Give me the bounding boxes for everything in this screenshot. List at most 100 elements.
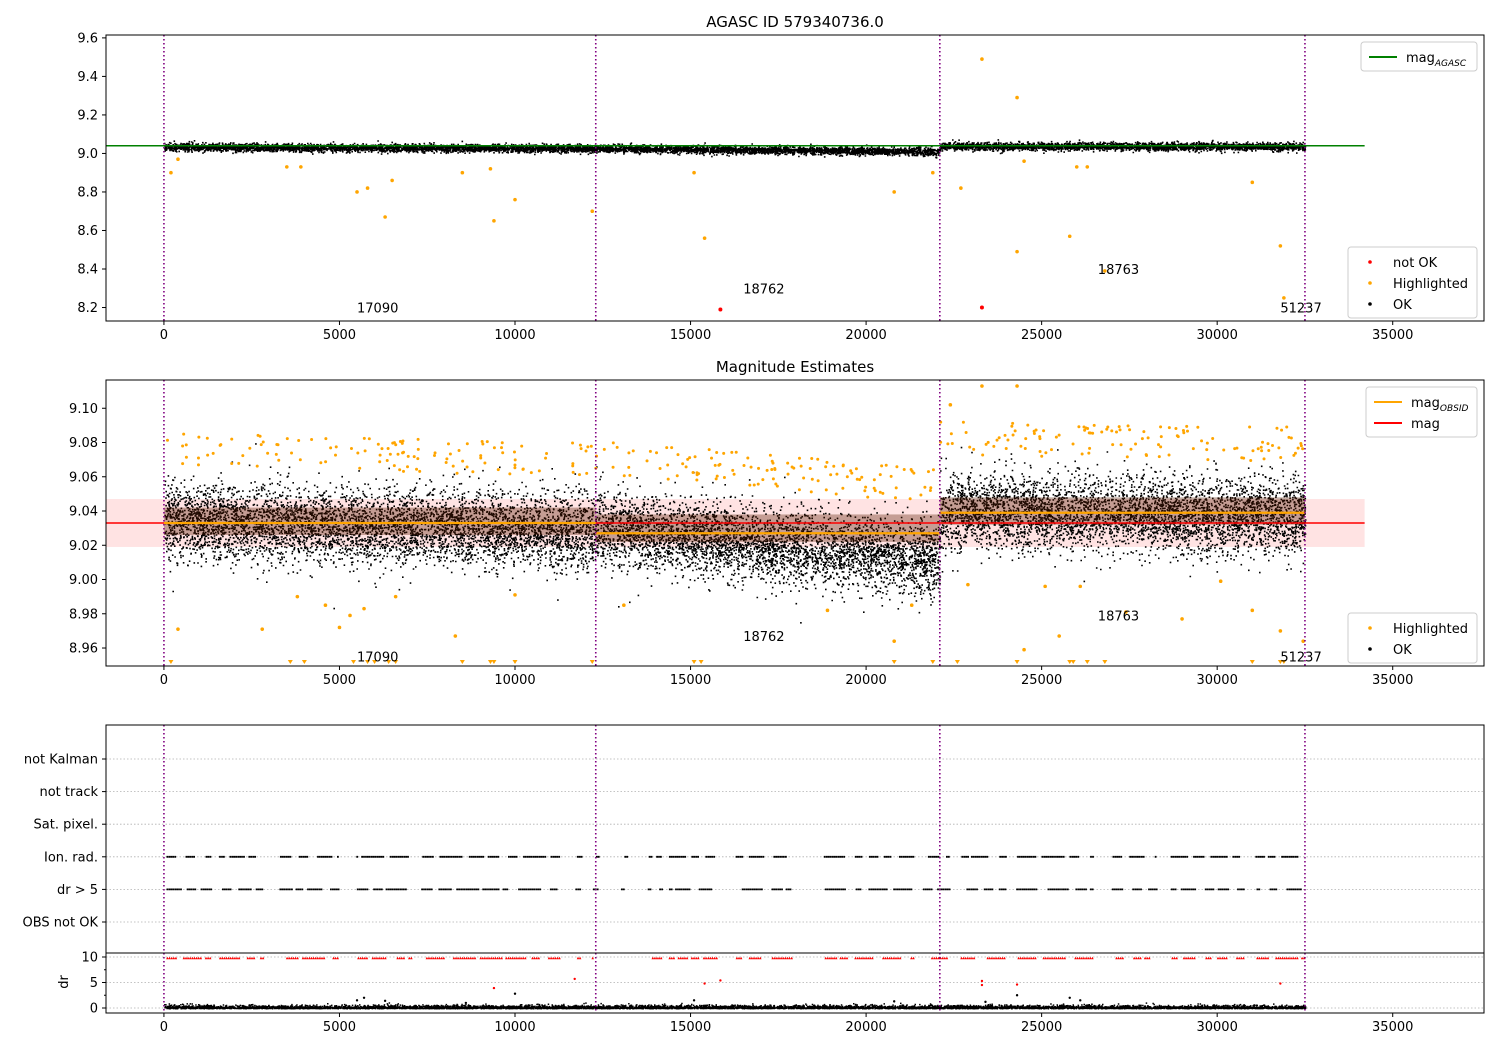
mid-highlighted-point — [816, 457, 820, 461]
mid-highlighted-point — [666, 463, 670, 467]
mid-highlighted-point — [645, 459, 649, 463]
mid-highlighted-point — [1019, 444, 1023, 448]
mid-highlighted-point — [860, 475, 864, 479]
mid-highlighted-point — [492, 446, 496, 450]
mid-highlighted-point — [923, 485, 927, 489]
mid-offscale-marker — [287, 660, 293, 664]
mid-highlighted-point — [775, 484, 779, 488]
top-highlighted-point — [1015, 95, 1019, 100]
mid-highlighted-point — [627, 451, 631, 455]
mid-highlighted-point — [241, 454, 245, 458]
mid-xtick-label: 25000 — [1021, 673, 1062, 688]
mid-highlighted-point — [415, 467, 419, 471]
mid-highlighted-point — [912, 471, 916, 475]
mid-highlighted-point — [237, 461, 241, 465]
mid-highlighted-point — [981, 453, 985, 457]
mid-highlighted-point — [196, 456, 200, 460]
mid-highlighted-point — [1032, 431, 1036, 435]
mid-highlighted-point — [1157, 455, 1161, 459]
mid-highlighted-point — [416, 437, 420, 441]
mid-highlighted-point — [471, 470, 475, 474]
mid-highlighted-point — [520, 444, 524, 448]
mid-highlighted-point — [1185, 424, 1189, 428]
mid-highlighted-point — [1159, 445, 1163, 449]
mid-highlighted-point — [485, 440, 489, 444]
mid-highlighted-point — [810, 456, 814, 460]
mid-highlighted-point — [908, 497, 912, 501]
mid-highlighted-point — [693, 455, 697, 459]
top-highlighted-point — [702, 236, 707, 240]
mid-highlighted-point — [349, 447, 353, 451]
mid-highlighted-point — [622, 474, 626, 478]
mid-highlighted-point — [1091, 431, 1095, 435]
flags-category-label: not Kalman — [24, 753, 98, 768]
dr-red-point — [573, 977, 576, 981]
panel-top: AGASC ID 579340736.0 17090 18762 18763 5123… — [77, 13, 1485, 343]
dr-outlier-point — [1068, 996, 1071, 999]
mid-highlighted-point — [715, 474, 719, 478]
mid-highlighted-point — [418, 469, 422, 473]
mid-highlighted-point — [433, 451, 437, 455]
top-highlighted-point — [692, 170, 696, 175]
mid-highlighted-point — [571, 464, 575, 468]
mid-highlighted-point — [500, 441, 504, 445]
mid-highlighted-point — [1259, 445, 1263, 449]
mid-highlighted-point — [451, 464, 455, 468]
mid-highlighted-point — [757, 466, 761, 470]
mid-highlighted-point — [1260, 449, 1264, 453]
mid-highlighted-point — [1044, 451, 1048, 455]
top-highlighted-point — [1074, 165, 1079, 169]
mid-highlighted-point — [1167, 426, 1171, 430]
dr-red-point — [492, 986, 496, 990]
mid-highlighted-point — [1140, 437, 1144, 441]
mid-highlighted-point — [1278, 629, 1283, 633]
mid-highlighted-point — [483, 461, 487, 465]
mid-highlighted-point — [521, 467, 525, 471]
mid-obs-label: 17090 — [357, 651, 398, 666]
mid-highlighted-point — [972, 447, 976, 451]
mid-highlighted-point — [611, 441, 615, 445]
top-xtick-label: 30000 — [1196, 328, 1237, 343]
mid-core-overlay — [939, 497, 1305, 525]
mid-obs-label: 18763 — [1098, 609, 1139, 624]
mid-highlighted-point — [892, 639, 896, 643]
top-ytick-label: 8.6 — [77, 224, 98, 239]
mid-ytick-label: 9.08 — [69, 436, 98, 451]
mid-highlighted-point — [1176, 435, 1180, 439]
mid-obs-label: 51237 — [1280, 651, 1321, 666]
mid-highlighted-point — [1248, 425, 1252, 429]
mid-highlighted-point — [894, 486, 898, 490]
mid-highlighted-point — [675, 474, 679, 478]
dr-outlier-point — [362, 996, 366, 999]
mid-highlighted-point — [688, 456, 692, 460]
top-not-ok-point — [979, 305, 984, 310]
mid-highlighted-point — [394, 443, 398, 447]
mid-highlighted-point — [1006, 438, 1010, 442]
mid-offscale-marker — [1084, 660, 1090, 664]
mid-highlighted-point — [1266, 442, 1270, 446]
mid-offscale-marker — [930, 660, 936, 664]
mid-highlighted-point — [329, 446, 333, 450]
mid-highlighted-point — [589, 444, 593, 448]
mid-highlighted-point — [884, 463, 888, 467]
flags-category-label: Ion. rad. — [44, 850, 98, 865]
mid-highlighted-point — [513, 463, 517, 467]
mid-highlighted-point — [931, 468, 935, 472]
mid-highlighted-point — [401, 439, 405, 443]
mid-highlighted-point — [1287, 435, 1291, 439]
mid-highlighted-point — [1275, 426, 1279, 430]
top-highlighted-point — [383, 215, 387, 219]
mid-highlighted-point — [950, 442, 954, 446]
mid-highlighted-point — [1256, 447, 1260, 451]
dr-red-point — [1279, 982, 1282, 985]
top-highlighted-point — [1085, 165, 1090, 169]
mid-highlighted-point — [218, 443, 222, 447]
flags-row-points — [166, 888, 1302, 891]
mid-highlighted-point — [1205, 441, 1209, 445]
mid-highlighted-point — [1218, 579, 1223, 584]
mid-highlighted-point — [878, 473, 882, 477]
dr-red-point — [1015, 983, 1019, 986]
mid-highlighted-point — [1110, 429, 1114, 433]
mid-highlighted-point — [337, 625, 342, 630]
mid-highlighted-point — [808, 466, 812, 470]
